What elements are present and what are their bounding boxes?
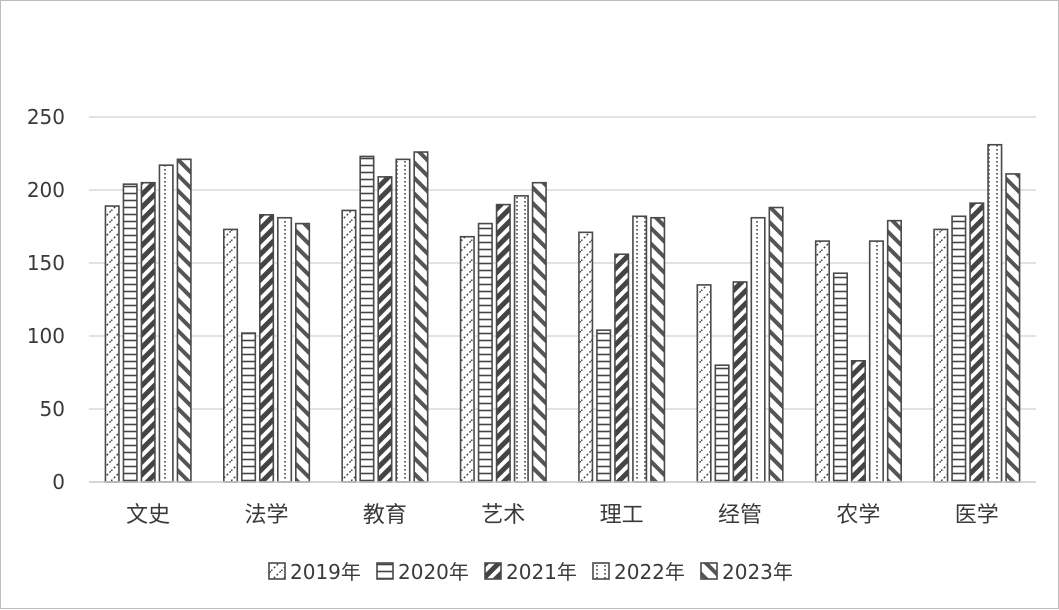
bar-理工-2019年 [578,231,594,483]
legend-label: 2021年 [506,560,577,584]
bar-法学-2023年 [295,222,311,483]
y-tick-label: 200 [27,178,65,202]
bar-经管-2023年 [768,206,784,483]
bar-文史-2023年 [176,158,192,483]
bar-教育-2019年 [341,209,357,483]
bar-理工-2022年 [632,215,648,483]
bar-教育-2022年 [395,158,411,483]
bar-艺术-2019年 [459,235,475,483]
legend: 2019年 2020年 2021年 2022年 2023年 [268,560,793,584]
bar-文史-2019年 [104,205,120,483]
x-category-label: 艺术 [481,503,525,528]
bar-理工-2021年 [614,253,630,483]
legend-label: 2023年 [722,560,793,584]
bar-理工-2023年 [650,216,666,483]
legend-swatch-2019年 [268,562,286,580]
bar-教育-2020年 [359,155,375,483]
bar-医学-2022年 [987,143,1003,483]
bar-经管-2019年 [696,284,712,483]
bar-农学-2022年 [868,240,884,483]
bar-农学-2023年 [886,219,902,483]
bar-法学-2019年 [223,228,239,483]
legend-label: 2020年 [398,560,469,584]
y-tick-label: 100 [27,324,65,348]
legend-swatch-2023年 [700,562,718,580]
y-tick-label: 150 [27,251,65,275]
y-tick-label: 250 [27,105,65,129]
bar-文史-2021年 [140,181,156,483]
x-axis-category-labels: 文史 法学 教育 艺术 理工 经管 农学 医学 [126,503,999,528]
bar-农学-2021年 [850,360,866,483]
bars [104,143,1021,483]
bar-法学-2021年 [259,214,275,483]
bar-法学-2022年 [277,216,293,483]
bar-医学-2019年 [933,228,949,483]
y-tick-label: 0 [52,470,65,494]
x-category-label: 教育 [363,503,407,528]
x-category-label: 农学 [836,503,880,528]
x-category-label: 经管 [718,503,762,528]
bar-经管-2020年 [714,364,730,483]
x-category-label: 医学 [955,503,999,528]
bar-医学-2021年 [969,202,985,483]
bar-文史-2022年 [158,164,174,483]
y-tick-label: 50 [40,397,65,421]
bar-农学-2019年 [814,240,830,483]
legend-swatch-2021年 [484,562,502,580]
bar-理工-2020年 [596,329,612,483]
legend-swatch-2022年 [592,562,610,580]
legend-swatch-2020年 [376,562,394,580]
legend-label: 2022年 [614,560,685,584]
x-category-label: 文史 [126,503,170,528]
bar-医学-2023年 [1005,173,1021,483]
bar-经管-2022年 [750,216,766,483]
bar-法学-2020年 [241,332,257,483]
x-category-label: 法学 [245,503,289,528]
bar-医学-2020年 [951,215,967,483]
y-axis-tick-labels: 0 50 100 150 200 250 [27,105,65,494]
bar-文史-2020年 [122,183,138,483]
bar-艺术-2022年 [513,195,529,483]
bar-教育-2023年 [413,151,429,483]
bar-经管-2021年 [732,281,748,483]
legend-label: 2019年 [290,560,361,584]
x-category-label: 理工 [600,503,644,528]
bar-农学-2020年 [832,272,848,483]
bar-艺术-2023年 [531,181,547,483]
bar-艺术-2020年 [477,222,493,483]
bar-艺术-2021年 [495,203,511,483]
bar-教育-2021年 [377,176,393,483]
